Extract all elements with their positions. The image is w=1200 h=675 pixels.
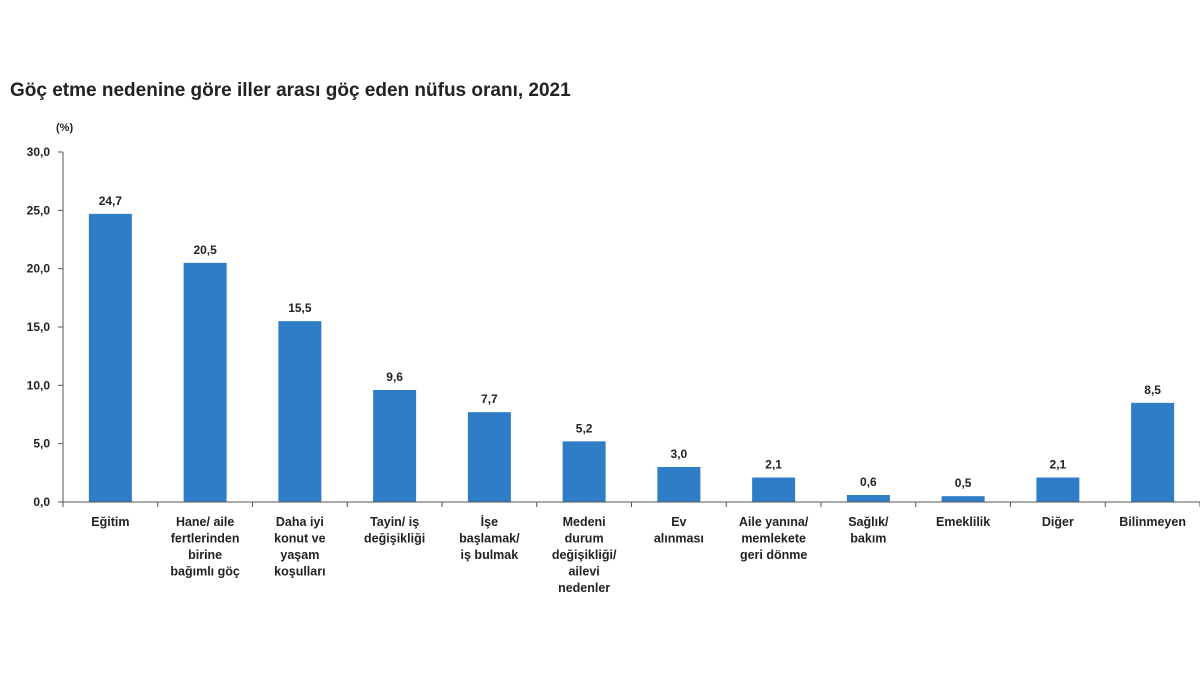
category-label: Daha iyi konut ve yaşam koşulları [274, 515, 325, 579]
category-label-line: Emeklilik [936, 515, 990, 529]
y-tick-label: 25,0 [27, 203, 51, 217]
category-label: Aile yanına/memlekete geri dönme [739, 515, 809, 562]
category-label-line: değişikliği [364, 532, 425, 546]
bar [941, 496, 985, 502]
bar [846, 495, 890, 502]
category-label: Emeklilik [936, 515, 990, 529]
category-label-line: Eğitim [91, 515, 129, 529]
category-label-line: memlekete [741, 532, 806, 546]
category-label: Sağlık/bakım [848, 515, 889, 546]
category-label-line: Bilinmeyen [1119, 515, 1186, 529]
bar [1036, 477, 1080, 502]
x-axis: Eğitim Hane/ aile fertlerinden birine bağıml… [62, 501, 1200, 595]
chart-title: Göç etme nedenine göre iller arası göç e… [10, 80, 571, 101]
bar [752, 477, 796, 502]
category-label-line: Aile yanına/ [739, 515, 809, 529]
category-label: Diğer [1042, 515, 1074, 529]
category-label: İşe başlamak/iş bulmak [459, 514, 520, 562]
bar [183, 262, 227, 502]
data-label: 0,6 [860, 475, 877, 489]
category-label-line: yaşam [280, 548, 319, 562]
category-label-line: nedenler [558, 581, 610, 595]
y-tick-label: 0,0 [33, 495, 50, 509]
bar [657, 467, 701, 502]
bar [467, 412, 511, 502]
category-label-line: Ev [671, 515, 686, 529]
y-tick-label: 20,0 [27, 262, 51, 276]
data-label: 2,1 [1050, 458, 1067, 472]
category-label-line: alınması [654, 532, 704, 546]
category-label-line: ailevi [568, 565, 599, 579]
data-label: 5,2 [576, 421, 593, 435]
category-label: Tayin/ iş değişikliği [364, 515, 425, 546]
data-label: 3,0 [671, 447, 688, 461]
bar [373, 390, 417, 502]
data-label: 20,5 [193, 243, 217, 257]
y-axis-unit-label: (%) [56, 122, 73, 134]
category-label-line: İşe [481, 514, 498, 529]
category-label-line: birine [188, 548, 222, 562]
category-label-line: Tayin/ iş [370, 515, 419, 529]
category-label-line: bağımlı göç [170, 565, 240, 579]
category-label-line: koşulları [274, 565, 325, 579]
data-label: 8,5 [1144, 383, 1161, 397]
data-label: 2,1 [765, 458, 782, 472]
data-label: 15,5 [288, 301, 312, 315]
category-label-line: Medeni [563, 515, 606, 529]
category-label-line: geri dönme [740, 548, 807, 562]
bar [88, 213, 132, 503]
category-label: Ev alınması [654, 515, 704, 546]
category-label-line: başlamak/ [459, 532, 520, 546]
category-label: Bilinmeyen [1119, 515, 1186, 529]
category-label-line: iş bulmak [461, 548, 519, 562]
data-label: 9,6 [386, 370, 403, 384]
data-label: 7,7 [481, 392, 498, 406]
bar [1131, 402, 1175, 502]
category-label-line: Daha iyi [276, 515, 324, 529]
category-label: Hane/ aile fertlerinden birine bağımlı göç [170, 515, 240, 579]
category-label-line: Diğer [1042, 515, 1074, 529]
category-label-line: Hane/ aile [176, 515, 234, 529]
category-label-line: bakım [850, 532, 886, 546]
y-axis: 0,0 5,0 10,0 15,0 20,0 25,0 30,0 [27, 145, 64, 509]
category-label-line: durum [565, 532, 604, 546]
bar [278, 321, 322, 502]
y-tick-label: 30,0 [27, 145, 51, 159]
data-label: 24,7 [99, 194, 123, 208]
y-tick-label: 15,0 [27, 320, 51, 334]
data-label: 0,5 [955, 476, 972, 490]
category-label-line: Sağlık/ [848, 515, 889, 529]
category-label: Medeni durum değişikliği/ailevi nedenler [552, 515, 617, 595]
category-label: Eğitim [91, 515, 129, 529]
category-label-line: değişikliği/ [552, 548, 617, 562]
bar [562, 441, 606, 502]
category-label-line: fertlerinden [171, 532, 240, 546]
category-label-line: konut ve [274, 532, 325, 546]
y-tick-label: 10,0 [27, 378, 51, 392]
bars-group: 24,7 20,5 15,5 9,6 7,7 5,2 3,0 2,1 0,6 0,5 2,1 8,5 [88, 194, 1175, 503]
y-tick-label: 5,0 [33, 437, 50, 451]
